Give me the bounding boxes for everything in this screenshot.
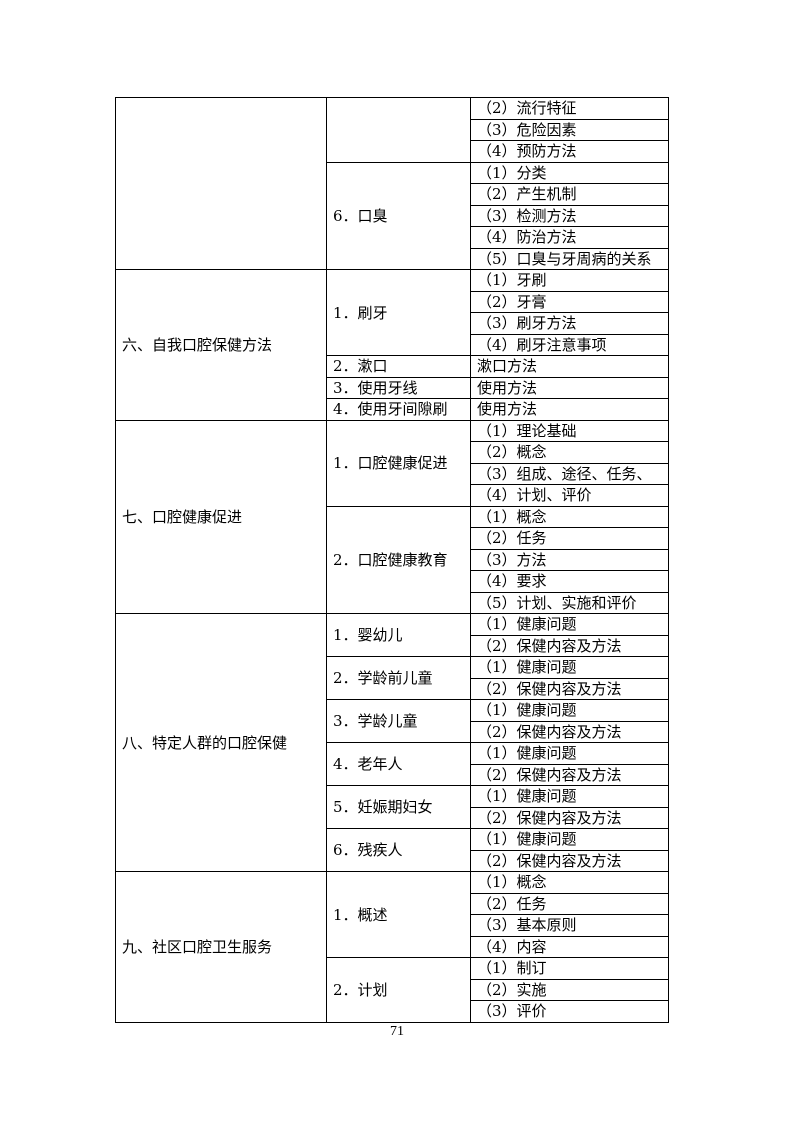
topic-cell: 2．学龄前儿童 (326, 656, 471, 700)
subitem-cell: （3）刷牙方法 (470, 312, 669, 335)
subitem-cell: （2）任务 (470, 527, 669, 550)
topic-cell: 4．老年人 (326, 742, 471, 786)
table-row: 2．计划 （1）制订 (116, 957, 669, 1023)
subitem-cell: （2）流行特征 (470, 97, 669, 120)
section-title-cell: 七、口腔健康促进 (115, 419, 327, 614)
topic-cell: 3．使用牙线 (326, 376, 471, 399)
subitem-cell: （1）制订 (470, 957, 669, 980)
table-row: 4．老年人 （1）健康问题 (116, 742, 669, 786)
table-row: （2）保健内容及方法 (116, 720, 669, 743)
topic-cell: 1．婴幼儿 (326, 613, 471, 657)
subitem-cell: （5）口臭与牙周病的关系 (470, 247, 669, 270)
subitem-cell: （2）牙膏 (470, 290, 669, 313)
subitem-cell: （3）评价 (470, 1000, 669, 1023)
table-row: 6．残疾人 （1）健康问题 (116, 828, 669, 872)
table-row: （2）保健内容及方法 (116, 849, 669, 872)
syllabus-table: （2）流行特征 （3）危险因素 （4）预防方法 6．口臭 （1）分类 （2）产生机制 （3）… (115, 97, 669, 1023)
subitem-cell: （2）保健内容及方法 (470, 720, 669, 743)
table-row: （2）保健内容及方法 (116, 677, 669, 700)
topic-cell: 4．使用牙间隙刷 (326, 398, 471, 421)
topic-cell: 1．概述 (326, 871, 471, 958)
subitem-cell: （2）保健内容及方法 (470, 634, 669, 657)
subitem-cell: （2）实施 (470, 978, 669, 1001)
subitem-cell: （1）健康问题 (470, 785, 669, 808)
topic-cell: 6．口臭 (326, 161, 471, 270)
subitem-cell: （4）计划、评价 (470, 484, 669, 507)
topic-cell: 2．计划 (326, 957, 471, 1023)
topic-cell (326, 97, 471, 163)
subitem-cell: 漱口方法 (470, 355, 669, 378)
table-row: （5）口臭与牙周病的关系 (116, 247, 669, 270)
table-row: （3）组成、途径、任务、 (116, 462, 669, 485)
subitem-cell: （4）刷牙注意事项 (470, 333, 669, 356)
table-row: （3）刷牙方法 (116, 312, 669, 335)
topic-cell: 2．口腔健康教育 (326, 505, 471, 614)
subitem-cell: （1）健康问题 (470, 656, 669, 679)
subitem-cell: 使用方法 (470, 398, 669, 421)
table-row: （2）实施 (116, 978, 669, 1001)
table-row: （2）概念 (116, 441, 669, 464)
subitem-cell: （1）理论基础 (470, 419, 669, 442)
table-row: （3）基本原则 (116, 914, 669, 937)
subitem-cell: （3）基本原则 (470, 914, 669, 937)
subitem-cell: （2）概念 (470, 441, 669, 464)
subitem-cell: （2）产生机制 (470, 183, 669, 206)
subitem-cell: （1）健康问题 (470, 699, 669, 722)
table-row: （3）检测方法 (116, 204, 669, 227)
subitem-cell: （4）防治方法 (470, 226, 669, 249)
section-title-cell: 八、特定人群的口腔保健 (115, 613, 327, 872)
subitem-cell: （1）概念 (470, 871, 669, 894)
table-row: 七、口腔健康促进 1．口腔健康促进 （1）理论基础 (115, 419, 669, 614)
table-row: （2）流行特征 (115, 97, 669, 270)
page-number: 71 (390, 1024, 404, 1039)
topic-cell: 5．妊娠期妇女 (326, 785, 471, 829)
subitem-cell: （5）计划、实施和评价 (470, 591, 669, 614)
topic-cell: 1．刷牙 (326, 269, 471, 356)
subitem-cell: （3）组成、途径、任务、 (470, 462, 669, 485)
table-row: 八、特定人群的口腔保健 1．婴幼儿 （1）健康问题 (115, 613, 669, 872)
subitem-cell: （2）任务 (470, 892, 669, 915)
table-row: （2）产生机制 (116, 183, 669, 206)
subitem-cell: （4）要求 (470, 570, 669, 593)
subitem-cell: （2）保健内容及方法 (470, 677, 669, 700)
table-row: （4）要求 (116, 570, 669, 593)
section-title-cell: 九、社区口腔卫生服务 (115, 871, 327, 1023)
topic-cell: 1．口腔健康促进 (326, 419, 471, 507)
subitem-cell: （1）分类 (470, 161, 669, 184)
topic-cell: 2．漱口 (326, 355, 471, 378)
section-title-cell (115, 97, 327, 270)
subitem-cell: （2）保健内容及方法 (470, 763, 669, 786)
table-row: 2．学龄前儿童 （1）健康问题 (116, 656, 669, 700)
subitem-cell: （1）牙刷 (470, 269, 669, 292)
subitem-cell: （2）保健内容及方法 (470, 849, 669, 872)
subitem-cell: （4）内容 (470, 935, 669, 958)
table-row: （5）计划、实施和评价 (116, 591, 669, 614)
subitem-cell: （3）检测方法 (470, 204, 669, 227)
subitem-cell: （4）预防方法 (470, 140, 669, 163)
table-row: （4）刷牙注意事项 (116, 333, 669, 356)
subitem-cell: （1）健康问题 (470, 742, 669, 765)
topic-cell: 6．残疾人 (326, 828, 471, 872)
subitem-cell: 使用方法 (470, 376, 669, 399)
table-row: 九、社区口腔卫生服务 1．概述 （1）概念 (115, 871, 669, 1023)
table-row: 2．漱口 漱口方法 (116, 355, 669, 378)
topic-cell: 3．学龄儿童 (326, 699, 471, 743)
subitem-cell: （3）危险因素 (470, 118, 669, 141)
section-title-cell: 六、自我口腔保健方法 (115, 269, 327, 421)
table-row: 2．口腔健康教育 （1）概念 (116, 505, 669, 614)
table-row: 3．使用牙线 使用方法 (116, 376, 669, 399)
subitem-cell: （1）健康问题 (470, 828, 669, 851)
table-row: 3．学龄儿童 （1）健康问题 (116, 699, 669, 743)
subitem-cell: （3）方法 (470, 548, 669, 571)
table-row: 6．口臭 （1）分类 (116, 161, 669, 270)
table-row: （3）评价 (116, 1000, 669, 1023)
table-row: 六、自我口腔保健方法 1．刷牙 （1）牙刷 (115, 269, 669, 421)
subitem-cell: （1）健康问题 (470, 613, 669, 636)
subitem-cell: （2）保健内容及方法 (470, 806, 669, 829)
subitem-cell: （1）概念 (470, 505, 669, 528)
